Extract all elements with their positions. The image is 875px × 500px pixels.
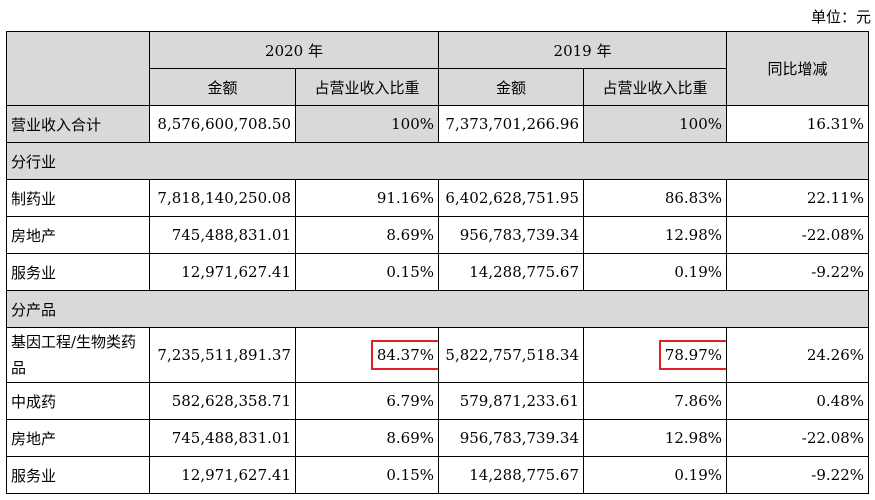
amount-2020: 12,971,627.41 <box>149 456 296 494</box>
amount-2019: 579,871,233.61 <box>438 382 585 420</box>
section-row-product: 分产品 <box>5 290 870 328</box>
header-ratio-2019: 占营业收入比重 <box>583 68 728 106</box>
table-row: 基因工程/生物类药品 7,235,511,891.37 84.37% 5,822… <box>6 327 870 383</box>
amount-2019: 956,783,739.34 <box>438 419 585 457</box>
ratio-2019: 12.98% <box>583 419 728 457</box>
ratio-2020: 0.15% <box>294 456 440 494</box>
ratio-2019-cell: 78.97% <box>583 327 728 383</box>
amount-2020: 7,818,140,250.08 <box>149 179 296 217</box>
ratio-2019-highlight: 78.97% <box>658 340 726 370</box>
yoy-change: -22.08% <box>726 216 870 254</box>
table-row: 服务业 12,971,627.41 0.15% 14,288,775.67 0.… <box>6 253 870 291</box>
amount-2020: 582,628,358.71 <box>149 382 296 420</box>
ratio-2019: 0.19% <box>583 456 728 494</box>
ratio-2020: 8.69% <box>294 216 440 254</box>
header-ratio-2020: 占营业收入比重 <box>294 68 440 106</box>
yoy-change: 22.11% <box>726 179 870 217</box>
amount-2019: 7,373,701,266.96 <box>438 105 585 143</box>
unit-label: 单位：元 <box>810 8 871 26</box>
ratio-2019: 0.19% <box>583 253 728 291</box>
amount-2020: 8,576,600,708.50 <box>149 105 296 143</box>
amount-2020: 745,488,831.01 <box>149 419 296 457</box>
row-label: 房地产 <box>6 216 150 254</box>
table-row: 房地产 745,488,831.01 8.69% 956,783,739.34 … <box>6 216 870 254</box>
header-blank-cell <box>6 31 150 106</box>
yoy-change: -22.08% <box>726 419 870 457</box>
header-amount-2020: 金额 <box>149 68 296 106</box>
section-row-industry: 分行业 <box>5 142 870 180</box>
row-label: 服务业 <box>6 253 150 291</box>
ratio-2019: 12.98% <box>583 216 728 254</box>
amount-2019: 14,288,775.67 <box>438 456 585 494</box>
header-year-2020: 2020 年 <box>148 31 440 69</box>
ratio-2019: 100% <box>583 105 728 143</box>
section-label: 分行业 <box>5 142 870 180</box>
ratio-2020-highlight: 84.37% <box>370 340 438 370</box>
amount-2019: 6,402,628,751.95 <box>438 179 585 217</box>
amount-2020: 745,488,831.01 <box>149 216 296 254</box>
revenue-table: 2020 年 2019 年 同比增减 金额 占营业收入比重 金额 占营业收入比重… <box>5 31 870 494</box>
row-label: 基因工程/生物类药品 <box>6 327 150 383</box>
header-year-2019: 2019 年 <box>438 31 728 69</box>
yoy-change: -9.22% <box>726 456 870 494</box>
row-label: 服务业 <box>6 456 150 494</box>
ratio-2020: 100% <box>294 105 440 143</box>
table-row: 房地产 745,488,831.01 8.69% 956,783,739.34 … <box>6 419 870 457</box>
table-row: 服务业 12,971,627.41 0.15% 14,288,775.67 0.… <box>6 456 870 494</box>
yoy-change: 24.26% <box>726 327 870 383</box>
ratio-2020: 8.69% <box>294 419 440 457</box>
ratio-2019: 7.86% <box>583 382 728 420</box>
amount-2019: 956,783,739.34 <box>438 216 585 254</box>
amount-2020: 12,971,627.41 <box>149 253 296 291</box>
ratio-2020-cell: 84.37% <box>294 327 440 383</box>
row-label: 房地产 <box>6 419 150 457</box>
amount-2020: 7,235,511,891.37 <box>149 327 296 383</box>
ratio-2020: 0.15% <box>294 253 440 291</box>
yoy-change: -9.22% <box>726 253 870 291</box>
table-row: 中成药 582,628,358.71 6.79% 579,871,233.61 … <box>6 382 870 420</box>
yoy-change: 16.31% <box>726 105 870 143</box>
amount-2019: 5,822,757,518.34 <box>438 327 585 383</box>
ratio-2020: 6.79% <box>294 382 440 420</box>
header-amount-2019: 金额 <box>438 68 585 106</box>
ratio-2019: 86.83% <box>583 179 728 217</box>
table-row: 制药业 7,818,140,250.08 91.16% 6,402,628,75… <box>6 179 870 217</box>
section-label: 分产品 <box>5 290 870 328</box>
row-label: 营业收入合计 <box>6 105 150 143</box>
amount-2019: 14,288,775.67 <box>438 253 585 291</box>
yoy-change: 0.48% <box>726 382 870 420</box>
header-yoy: 同比增减 <box>726 31 870 106</box>
row-label: 制药业 <box>6 179 150 217</box>
ratio-2020: 91.16% <box>294 179 440 217</box>
header-row-sub: 金额 占营业收入比重 金额 占营业收入比重 <box>7 68 869 106</box>
header-row-years: 2020 年 2019 年 同比增减 <box>6 31 870 106</box>
row-label: 中成药 <box>6 382 150 420</box>
total-row: 营业收入合计 8,576,600,708.50 100% 7,373,701,2… <box>6 105 870 143</box>
